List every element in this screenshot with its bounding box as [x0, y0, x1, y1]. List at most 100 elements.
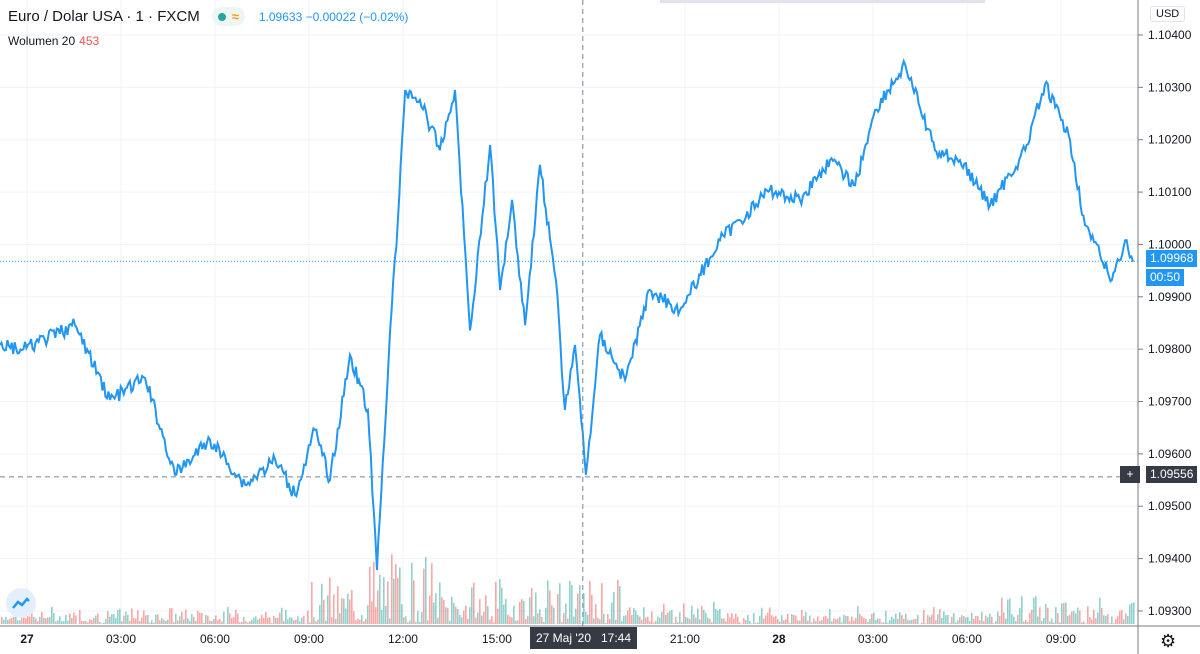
volume-bar: [873, 612, 875, 624]
volume-bar: [727, 613, 729, 624]
volume-bar: [31, 612, 33, 624]
volume-bar: [1023, 621, 1025, 624]
volume-bar: [529, 597, 531, 624]
volume-bar: [385, 605, 387, 624]
volume-bar: [37, 621, 39, 624]
volume-bar: [81, 621, 83, 624]
volume-bar: [281, 607, 283, 624]
volume-bar: [311, 582, 313, 624]
volume-bar: [819, 620, 821, 624]
volume-bar: [461, 617, 463, 624]
volume-bar: [739, 622, 741, 624]
volume-bar: [275, 617, 277, 624]
volume-bar: [53, 613, 55, 624]
volume-bar: [765, 615, 767, 624]
volume-bar: [1031, 609, 1033, 624]
volume-bar: [1045, 603, 1047, 624]
volume-bar: [235, 609, 237, 624]
volume-bar: [847, 615, 849, 624]
volume-bar: [895, 613, 897, 624]
volume-bar: [505, 598, 507, 624]
volume-bar: [97, 613, 99, 624]
volume-bar: [255, 616, 257, 624]
volume-bar: [447, 608, 449, 624]
y-tick-label: 1.10200: [1148, 133, 1192, 147]
volume-bar: [597, 617, 599, 624]
volume-bar: [751, 623, 753, 624]
volume-bar: [989, 613, 991, 624]
volume-bar: [679, 612, 681, 624]
volume-bar: [195, 620, 197, 624]
volume-bar: [465, 605, 467, 624]
volume-bar: [611, 602, 613, 624]
status-pill[interactable]: ≈: [211, 7, 245, 26]
x-tick-label: 03:00: [858, 632, 888, 646]
volume-bar: [407, 622, 409, 624]
volume-bar: [719, 608, 721, 624]
volume-bar: [729, 617, 731, 624]
volume-bar: [89, 619, 91, 624]
volume-bar: [133, 617, 135, 624]
volume-bar: [849, 621, 851, 624]
volume-bar: [1007, 599, 1009, 624]
crosshair-time-tag: 27 Maj '20 17:44: [530, 627, 638, 649]
volume-bar: [437, 617, 439, 624]
volume-bar: [857, 606, 859, 624]
tradingview-logo-icon[interactable]: [6, 588, 36, 618]
volume-bar: [1109, 623, 1111, 624]
volume-bar: [733, 618, 735, 624]
volume-bar: [1049, 621, 1051, 624]
volume-bar: [297, 616, 299, 624]
add-alert-plus-icon[interactable]: +: [1120, 466, 1140, 483]
volume-bar: [887, 622, 889, 624]
volume-legend[interactable]: Wolumen 20 453: [8, 34, 99, 48]
volume-bar: [549, 590, 551, 624]
volume-bar: [345, 608, 347, 624]
volume-bar: [429, 595, 431, 624]
volume-bar: [909, 620, 911, 624]
volume-bar: [389, 618, 391, 624]
volume-bar: [865, 618, 867, 624]
volume-bar: [339, 613, 341, 624]
volume-bar: [93, 617, 95, 624]
y-tick-label: 1.10400: [1148, 28, 1192, 42]
volume-bar: [503, 604, 505, 624]
volume-bar: [965, 617, 967, 624]
chart-legend: Euro / Dolar USA · 1 · FXCM ≈ 1.09633 −0…: [8, 7, 408, 26]
volume-bar: [1095, 618, 1097, 624]
volume-bar: [655, 620, 657, 624]
volume-bar: [755, 623, 757, 624]
volume-bar: [1039, 607, 1041, 624]
volume-bar: [493, 622, 495, 624]
volume-bar: [1069, 614, 1071, 624]
volume-bar: [517, 620, 519, 624]
volume-bar: [805, 611, 807, 624]
volume-bar: [617, 579, 619, 624]
volume-bar: [289, 617, 291, 624]
symbol-title[interactable]: Euro / Dolar USA · 1 · FXCM: [8, 8, 200, 25]
currency-label[interactable]: USD: [1150, 6, 1186, 22]
settings-gear-icon[interactable]: ⚙: [1160, 631, 1177, 651]
y-tick-label: 1.09300: [1148, 604, 1192, 618]
volume-bar: [43, 617, 45, 624]
top-toolbar-shadow: [660, 0, 985, 3]
volume-bar: [303, 615, 305, 624]
volume-bar: [797, 620, 799, 624]
volume-bar: [219, 619, 221, 624]
y-tick-label: 1.10300: [1148, 80, 1192, 94]
volume-bar: [341, 598, 343, 624]
volume-bar: [295, 619, 297, 624]
volume-bar: [479, 599, 481, 624]
volume-bar: [1037, 616, 1039, 624]
volume-bar: [441, 597, 443, 624]
volume-bar: [101, 623, 103, 624]
volume-bar: [343, 598, 345, 624]
volume-bar: [717, 610, 719, 624]
volume-bar: [883, 622, 885, 624]
volume-bar: [71, 618, 73, 624]
volume-bar: [591, 594, 593, 624]
volume-bar: [319, 605, 321, 624]
volume-bar: [337, 586, 339, 624]
volume-bar: [145, 615, 147, 624]
